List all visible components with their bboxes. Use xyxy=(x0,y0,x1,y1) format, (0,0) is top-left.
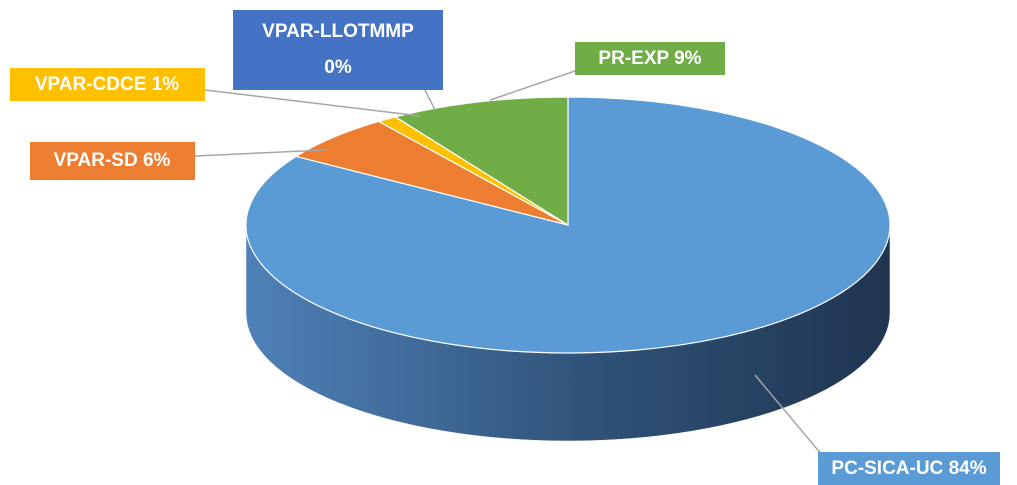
label-name: VPAR-SD xyxy=(54,150,138,171)
leader-line xyxy=(194,149,327,157)
data-label-box xyxy=(818,452,1000,485)
data-label: 0% xyxy=(324,57,352,78)
label-name: PC-SICA-UC xyxy=(831,458,943,479)
data-label: PC-SICA-UC 84% xyxy=(831,458,986,479)
data-label: VPAR-SD 6% xyxy=(54,150,171,171)
leader-line xyxy=(489,69,579,101)
data-label-box xyxy=(233,10,443,90)
label-value: 84% xyxy=(949,458,987,479)
label-value: 6% xyxy=(143,150,171,171)
label-value: 9% xyxy=(674,48,702,69)
leader-line xyxy=(204,89,421,117)
label-name: VPAR-CDCE xyxy=(35,74,147,95)
data-label-box xyxy=(30,142,195,180)
data-label-box xyxy=(10,68,205,101)
data-label: VPAR-LLOTMMP xyxy=(262,21,414,42)
label-value: 1% xyxy=(152,74,180,95)
label-name: PR-EXP xyxy=(598,48,669,69)
data-label-box xyxy=(575,42,725,75)
pie-slice xyxy=(294,120,569,226)
leader-line xyxy=(754,374,823,456)
label-value: 0% xyxy=(324,57,352,78)
data-label: PR-EXP 9% xyxy=(598,48,701,69)
leader-line xyxy=(424,89,436,111)
label-name: VPAR-LLOTMMP xyxy=(262,21,414,42)
data-label: VPAR-CDCE 1% xyxy=(35,74,179,95)
